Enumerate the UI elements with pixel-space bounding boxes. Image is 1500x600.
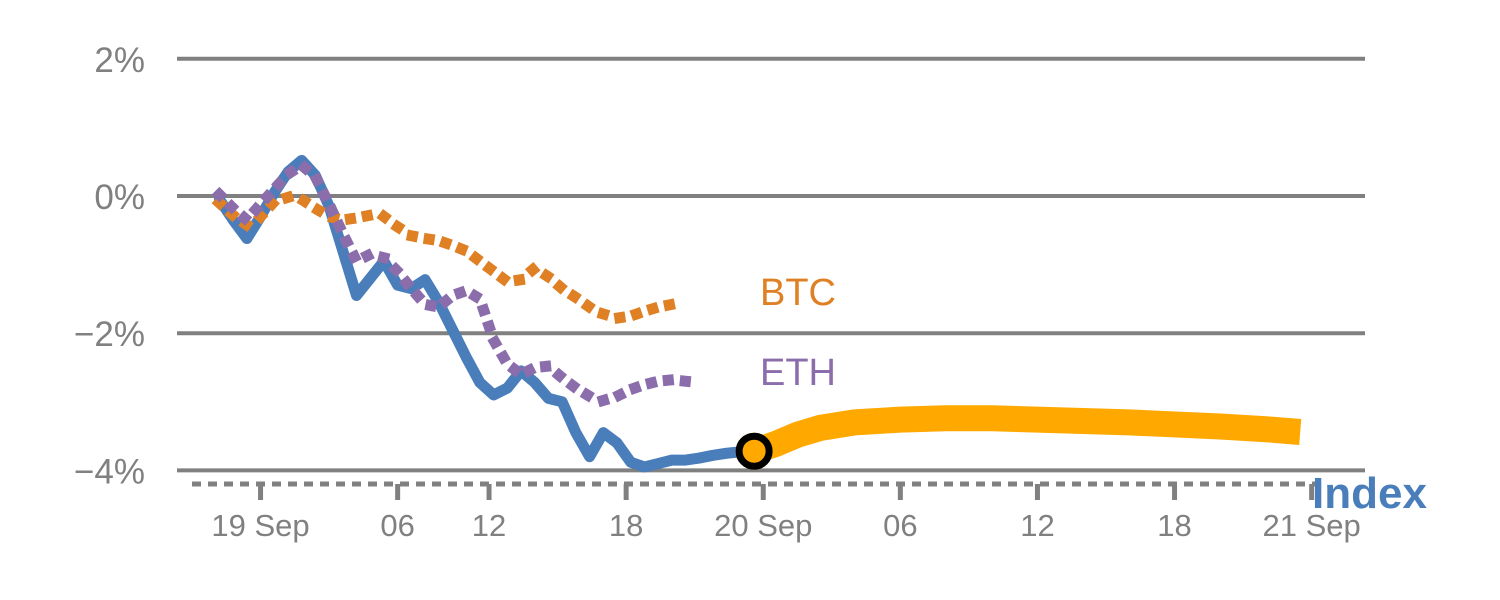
y-tick-label-2: −2% bbox=[74, 315, 145, 354]
series-line-forecast[interactable] bbox=[749, 405, 1302, 464]
y-tick-label-3: −4% bbox=[74, 452, 145, 491]
data-point-markers-group[interactable] bbox=[735, 432, 773, 470]
btc-label: BTC bbox=[760, 272, 836, 314]
series-line-eth[interactable] bbox=[211, 159, 692, 406]
x-tick-label-0: 19 Sep bbox=[211, 508, 309, 543]
y-tick-label-1: 0% bbox=[94, 178, 145, 217]
series-line-btc[interactable] bbox=[211, 191, 692, 324]
index-label: Index bbox=[1312, 469, 1427, 518]
x-tick-label-4: 20 Sep bbox=[714, 508, 812, 543]
eth-label: ETH bbox=[760, 352, 836, 394]
x-axis-tick-marks bbox=[258, 484, 1315, 500]
x-tick-label-3: 18 bbox=[609, 508, 643, 543]
x-axis-tick-labels: 19 Sep 06 12 18 20 Sep 06 12 18 21 Sep bbox=[211, 508, 1360, 543]
y-axis-tick-labels: 2% 0% −2% −4% bbox=[74, 41, 145, 492]
gridlines-group bbox=[177, 56, 1365, 473]
x-tick-label-5: 06 bbox=[883, 508, 917, 543]
x-tick-label-1: 06 bbox=[380, 508, 414, 543]
x-tick-label-8: 21 Sep bbox=[1263, 508, 1361, 543]
x-tick-label-7: 18 bbox=[1157, 508, 1191, 543]
series-annotations-group: BTC ETH Index bbox=[760, 272, 1427, 518]
x-tick-label-6: 12 bbox=[1020, 508, 1054, 543]
y-tick-label-0: 2% bbox=[94, 41, 145, 80]
current-point[interactable] bbox=[735, 432, 773, 470]
series-lines-group[interactable] bbox=[211, 154, 1302, 473]
x-tick-label-2: 12 bbox=[472, 508, 506, 543]
